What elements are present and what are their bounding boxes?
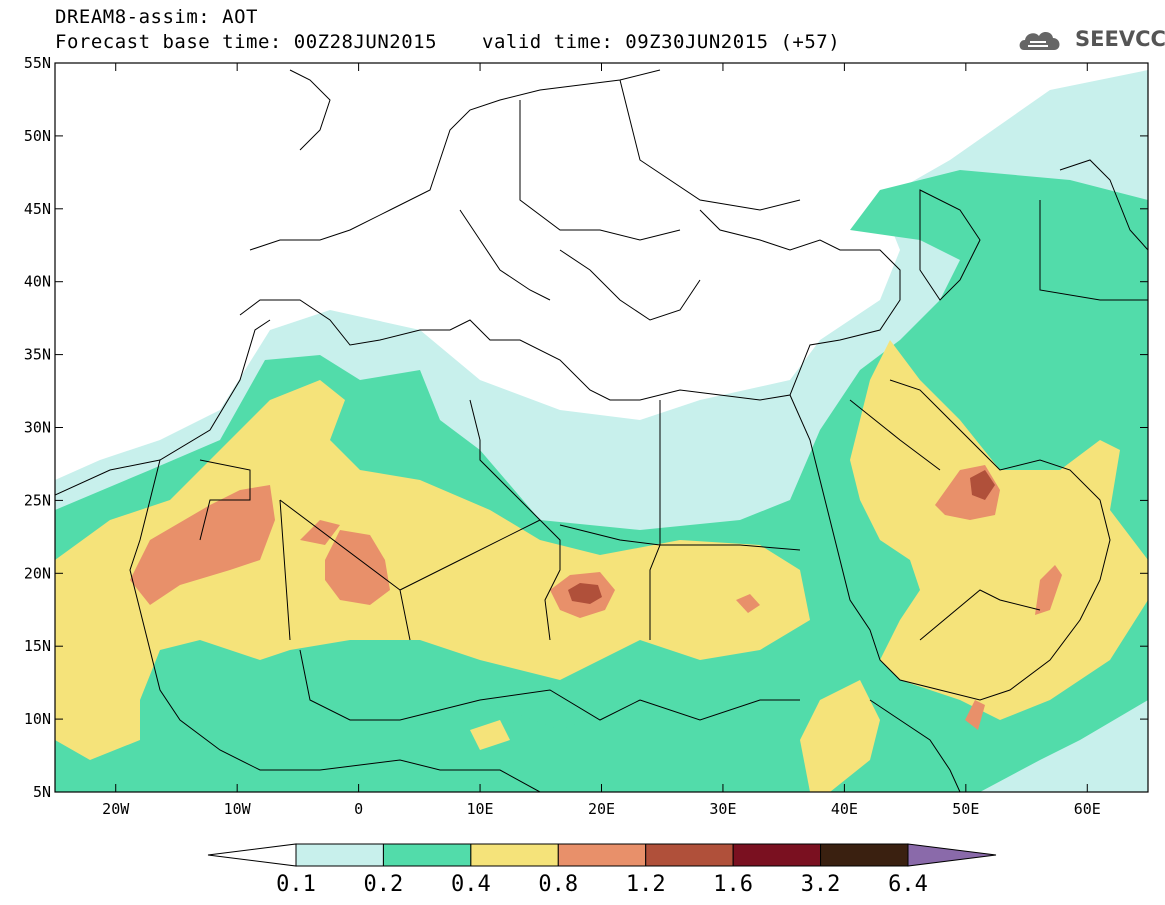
aot-level-0.8 [130, 465, 1062, 730]
lat-tick-label: 40N [24, 273, 51, 291]
lon-tick-label: 40E [831, 800, 858, 818]
lon-tick-label: 10W [224, 800, 252, 818]
lat-tick-label: 50N [24, 127, 51, 145]
colorbar-swatch [295, 843, 384, 867]
lat-tick-label: 10N [24, 710, 51, 728]
lat-tick-label: 30N [24, 419, 51, 437]
colorbar-over-triangle [907, 843, 997, 867]
colorbar-swatch [382, 843, 472, 867]
borders [199, 79, 1148, 721]
lon-tick-label: 50E [952, 800, 979, 818]
lon-tick-label: 0 [354, 800, 363, 818]
colorbar-label: 0.2 [364, 872, 404, 897]
lon-tick-label: 60E [1074, 800, 1101, 818]
colorbar-label: 0.1 [276, 872, 316, 897]
colorbar-label: 0.8 [538, 872, 578, 897]
lat-tick-label: 20N [24, 564, 51, 582]
lat-tick-label: 15N [24, 637, 51, 655]
colorbar-swatch [470, 843, 559, 867]
colorbar-label: 1.2 [626, 872, 666, 897]
lon-tick-label: 10E [467, 800, 494, 818]
lon-tick-label: 30E [709, 800, 736, 818]
colorbar-swatch [732, 843, 822, 867]
coastlines [55, 69, 1148, 792]
longitude-axis: 20W 10W 0 10E 20E 30E 40E 50E 60E [102, 63, 1101, 818]
colorbar-swatch [557, 843, 647, 867]
colorbar-under-triangle [207, 843, 297, 867]
lon-tick-label: 20E [588, 800, 615, 818]
lat-tick-label: 55N [24, 54, 51, 72]
seevccc-logo: SEEVCCC [1075, 27, 1165, 51]
colorbar-label: 1.6 [713, 872, 753, 897]
aot-level-1.2 [568, 470, 995, 604]
aot-field [55, 70, 1148, 792]
lat-tick-label: 35N [24, 346, 51, 364]
latitude-axis: 5N 10N 15N 20N 25N 30N 35N 40N 45N 50N 55N [24, 54, 1148, 801]
colorbar: 0.1 0.2 0.4 0.8 1.2 1.6 3.2 6.4 [207, 843, 997, 897]
colorbar-label: 3.2 [801, 872, 841, 897]
colorbar-label: 6.4 [888, 872, 928, 897]
valid-time: valid time: 09Z30JUN2015 (+57) [482, 31, 841, 53]
lat-tick-label: 45N [24, 200, 51, 218]
colorbar-label: 0.4 [451, 872, 491, 897]
product-title: DREAM8-assim: AOT [55, 6, 258, 28]
colorbar-swatch [820, 843, 909, 867]
colorbar-swatch [645, 843, 734, 867]
aot-level-0.4 [55, 340, 1148, 792]
lat-tick-label: 25N [24, 491, 51, 509]
lon-tick-label: 20W [102, 800, 130, 818]
cloud-icon [1019, 32, 1060, 50]
lat-tick-label: 5N [33, 783, 51, 801]
base-time: Forecast base time: 00Z28JUN2015 [55, 31, 438, 53]
